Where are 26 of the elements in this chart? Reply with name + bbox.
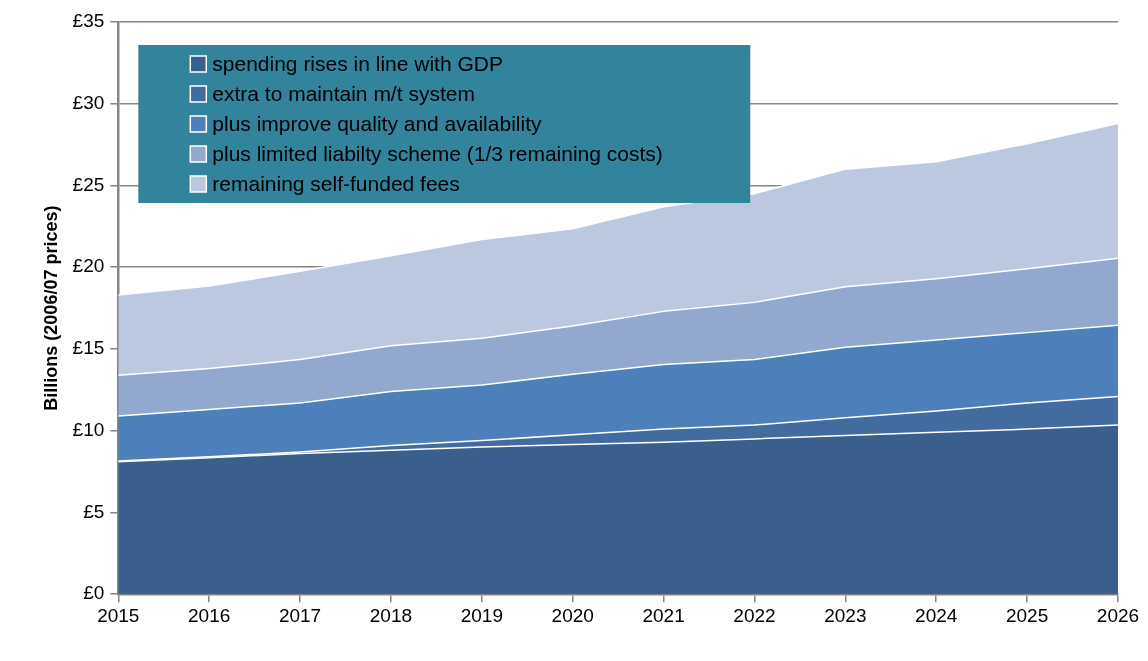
x-tick-label: 2018 <box>369 604 413 626</box>
x-tick-label: 2025 <box>1005 604 1049 626</box>
x-tick-label: 2021 <box>642 604 685 626</box>
x-tick-label: 2019 <box>460 604 503 626</box>
legend-label: extra to maintain m/t system <box>212 81 475 105</box>
y-tick-label: £10 <box>72 418 105 440</box>
x-tick-label: 2017 <box>278 604 322 626</box>
x-tick-label: 2022 <box>733 604 776 626</box>
y-tick-label: £25 <box>72 173 105 195</box>
y-axis-title: Billions (2006/07 prices) <box>40 205 61 411</box>
y-tick-label: £30 <box>72 91 105 113</box>
x-tick-label: 2024 <box>915 604 958 626</box>
y-tick-label: £0 <box>83 582 105 604</box>
y-tick-label: £5 <box>83 500 105 522</box>
legend-label: plus limited liabilty scheme (1/3 remaining costs) <box>212 141 663 165</box>
y-tick-label: £35 <box>72 10 105 32</box>
legend-label: remaining self-funded fees <box>212 171 460 195</box>
x-tick-label: 2015 <box>97 604 140 626</box>
x-tick-label: 2023 <box>824 604 867 626</box>
x-tick-label: 2020 <box>551 604 594 626</box>
y-tick-label: £15 <box>72 337 105 359</box>
legend-label: plus improve quality and availability <box>212 111 542 135</box>
y-tick-label: £20 <box>72 255 105 277</box>
x-tick-label: 2026 <box>1096 604 1140 626</box>
x-tick-label: 2016 <box>188 604 231 626</box>
legend-label: spending rises in line with GDP <box>212 51 503 75</box>
